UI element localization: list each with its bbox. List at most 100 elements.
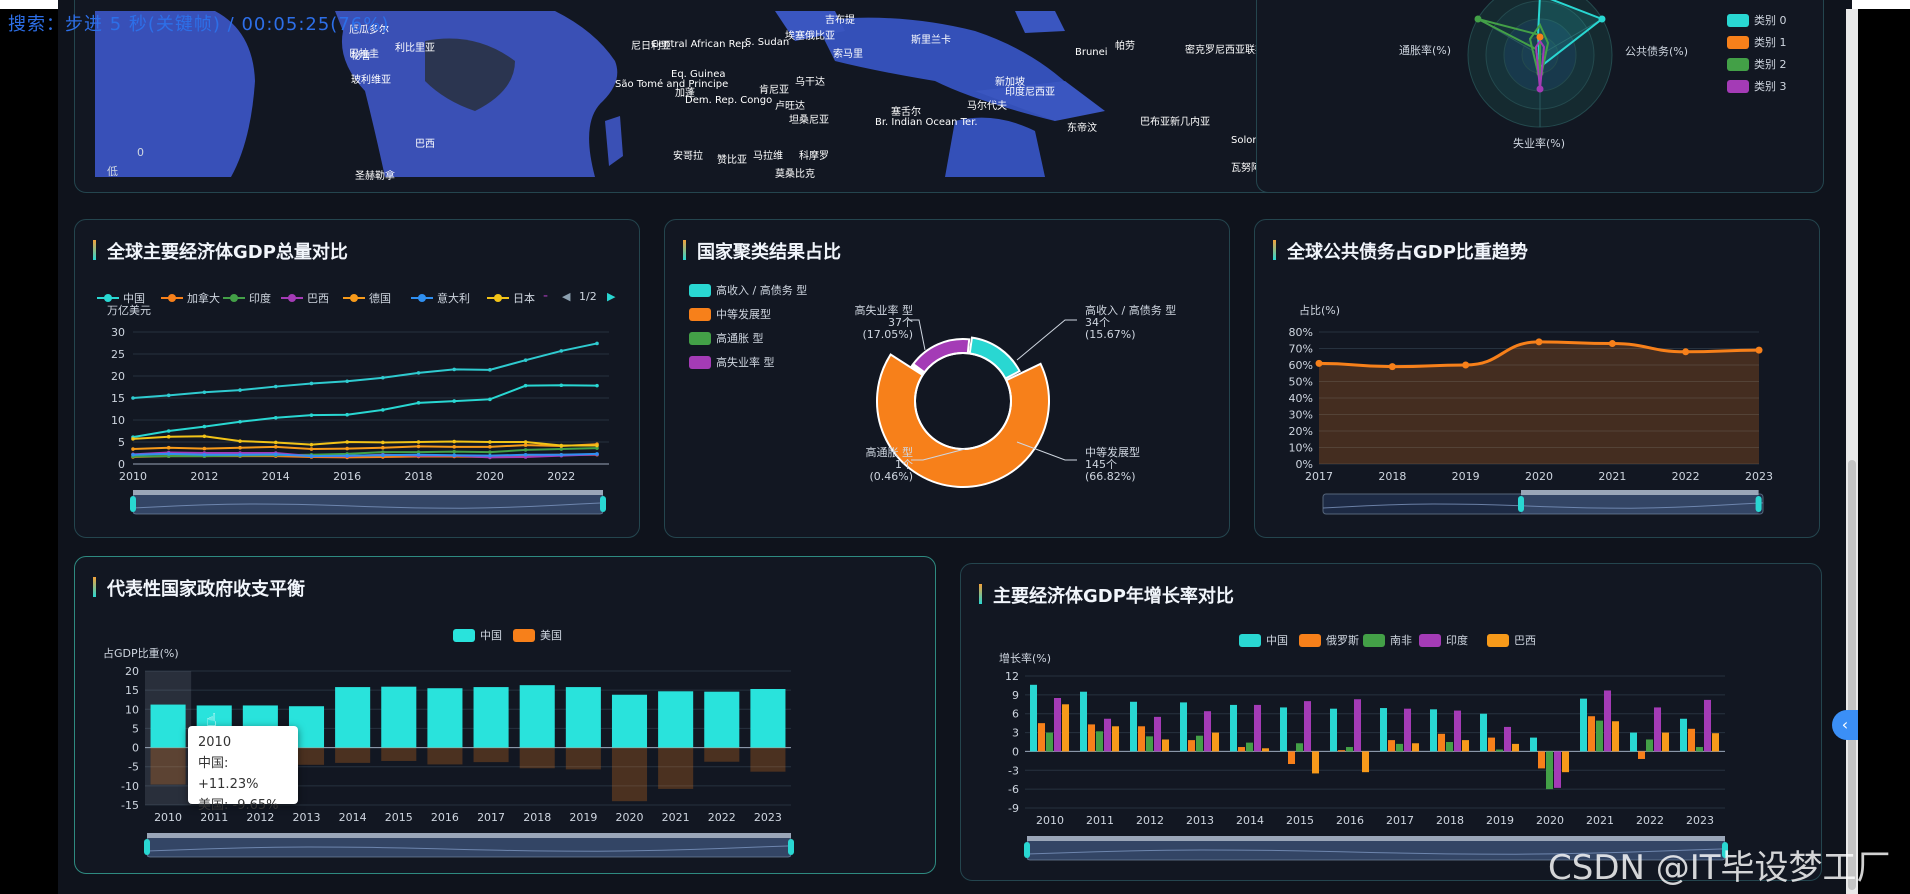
x-tick-label: 2015 [385, 811, 413, 824]
series-point [452, 449, 457, 454]
gdp-legend-item[interactable]: 巴西 [281, 290, 329, 306]
datazoom-left-handle[interactable] [130, 496, 136, 512]
series-point [452, 445, 457, 449]
slice-label-percent: (66.82%) [1085, 470, 1136, 483]
legend-swatch [1299, 633, 1321, 647]
x-tick-label: 2022 [547, 470, 575, 483]
y-tick-label: 50% [1289, 376, 1313, 389]
legend-item[interactable]: 美国 [513, 627, 562, 643]
legend-item[interactable]: 南非 [1363, 632, 1412, 648]
legend-item[interactable]: 俄罗斯 [1299, 632, 1359, 648]
radar-legend-item[interactable]: 类别 3 [1727, 78, 1787, 94]
legend-prev-icon[interactable]: ◀ [562, 290, 571, 303]
datazoom-right-handle[interactable] [1755, 496, 1762, 512]
bar-俄罗斯-2020 [1538, 751, 1545, 769]
bar-美国-2019 [565, 747, 601, 770]
y-axis-label: 占比(%) [1299, 303, 1340, 317]
legend-label: 意大利 [437, 292, 470, 305]
world-map[interactable] [75, 0, 1290, 193]
x-tick-label: 2014 [1236, 814, 1264, 827]
cluster-legend-item[interactable]: 高通胀 型 [689, 330, 764, 346]
slice-label-count: 1个 [895, 458, 913, 471]
debt-area-chart[interactable]: 占比(%) 0% 10% 20% 30% 40% 50% 60% 70% 80% 2017 2018 2… [1255, 220, 1821, 539]
datazoom-right-handle[interactable] [600, 496, 606, 512]
datazoom-right-handle[interactable] [788, 839, 794, 855]
series-point [202, 424, 207, 429]
side-collapse-button[interactable]: ‹ [1832, 710, 1858, 740]
legend-next-icon[interactable]: ▶ [607, 290, 616, 303]
gdp-legend-item[interactable]: 印度 [223, 290, 271, 306]
series-point [595, 443, 599, 448]
radar-legend-item[interactable]: 类别 0 [1727, 12, 1787, 28]
fiscal-balance-panel: 代表性国家政府收支平衡 中国 美国 占GDP比重(%) 20 15 10 5 0 -5 -10-… [74, 556, 936, 874]
series-point [273, 416, 278, 420]
gdp-legend-item[interactable]: 加拿大 [161, 290, 220, 306]
datazoom-left-handle[interactable] [1024, 842, 1030, 858]
growth-bar-chart[interactable]: 增长率(%) 12 9 6 3 0 -3 -6 -9 2010 2011 2012 2013 2014 20… [961, 564, 1823, 882]
map-country-label: Br. Indian Ocean Ter. [875, 117, 978, 128]
legend-label: 印度 [1446, 634, 1468, 647]
gdp-line-chart[interactable]: 万亿美元 0 5 10 15 20 25 30 2010 2012 2014 2016 2018 2020… [75, 220, 641, 539]
legend-line-swatch [97, 293, 119, 303]
y-tick-label: 0% [1296, 458, 1313, 471]
map-country-label: 巴布亚新几内亚 [1140, 117, 1210, 128]
x-tick-label: 2019 [569, 811, 597, 824]
bar-印度-2010 [1054, 698, 1061, 752]
radar-chart[interactable] [1257, 0, 1824, 193]
series-point [523, 452, 528, 457]
x-tick-label: 2013 [293, 811, 321, 824]
cluster-legend-item[interactable]: 高失业率 型 [689, 354, 775, 370]
bar-南非-2014 [1246, 742, 1253, 752]
cluster-legend-item[interactable]: 中等发展型 [689, 306, 771, 322]
series-point [238, 419, 242, 424]
legend-line-swatch [343, 293, 365, 303]
datazoom-window [1027, 840, 1725, 860]
label-leader-line [1016, 441, 1077, 461]
gdp-legend-item[interactable]: 日本 [487, 290, 535, 306]
radar-indicator-debt: 公共债务(%) [1625, 45, 1689, 58]
bar-俄罗斯-2018 [1438, 733, 1445, 752]
series-point [202, 446, 207, 451]
series-point [488, 368, 492, 372]
legend-item[interactable]: 中国 [1239, 632, 1288, 648]
legend-label: 加拿大 [187, 292, 220, 305]
gdp-legend-item[interactable]: 意大利 [411, 290, 470, 306]
gdp-legend-item[interactable]: 德国 [343, 290, 391, 306]
series-point [523, 448, 528, 452]
bar-印度-2018 [1454, 710, 1461, 752]
legend-item[interactable]: 印度 [1419, 632, 1468, 648]
datazoom-top-bar [1521, 490, 1759, 495]
legend-swatch [689, 307, 711, 321]
datazoom-window [1521, 494, 1759, 514]
slice-label-count: 34个 [1085, 316, 1110, 329]
map-country-label: 马拉维 [753, 151, 783, 162]
legend-item[interactable]: 巴西 [1487, 632, 1536, 648]
radar-legend-item[interactable]: 类别 1 [1727, 34, 1787, 50]
map-country-label: Eq. Guinea [671, 69, 726, 80]
datazoom-left-handle[interactable] [1518, 496, 1524, 512]
y-tick-label: -9 [1008, 802, 1019, 815]
map-country-label: 帕劳 [1115, 41, 1135, 52]
legend-label: 巴西 [1514, 634, 1536, 647]
map-country-label: 马尔代夫 [967, 101, 1007, 112]
bar-南非-2015 [1296, 743, 1303, 752]
datazoom-right-handle[interactable] [1722, 842, 1728, 858]
cluster-donut-chart[interactable]: 高收入 / 高债务 型34个(15.67%)中等发展型145个(66.82%)高… [665, 220, 1231, 539]
legend-item[interactable]: 中国 [453, 627, 502, 643]
bar-中国-2017 [473, 687, 509, 748]
radar-legend-item[interactable]: 类别 2 [1727, 56, 1787, 72]
map-country-label: 科摩罗 [799, 151, 829, 162]
bar-印度-2022 [1654, 707, 1661, 752]
datazoom-left-handle[interactable] [144, 839, 150, 855]
datazoom-window [147, 837, 791, 857]
bar-南非-2012 [1146, 736, 1153, 752]
cluster-legend-item[interactable]: 高收入 / 高债务 型 [689, 282, 807, 298]
label-leader-line [1016, 319, 1077, 361]
legend-swatch [689, 331, 711, 345]
series-point [381, 408, 385, 412]
legend-swatch [1727, 79, 1749, 93]
gdp-legend-item[interactable]: 中国 [97, 290, 145, 306]
page-scrollbar-thumb[interactable] [1848, 460, 1856, 890]
legend-label: 俄罗斯 [1326, 634, 1359, 647]
